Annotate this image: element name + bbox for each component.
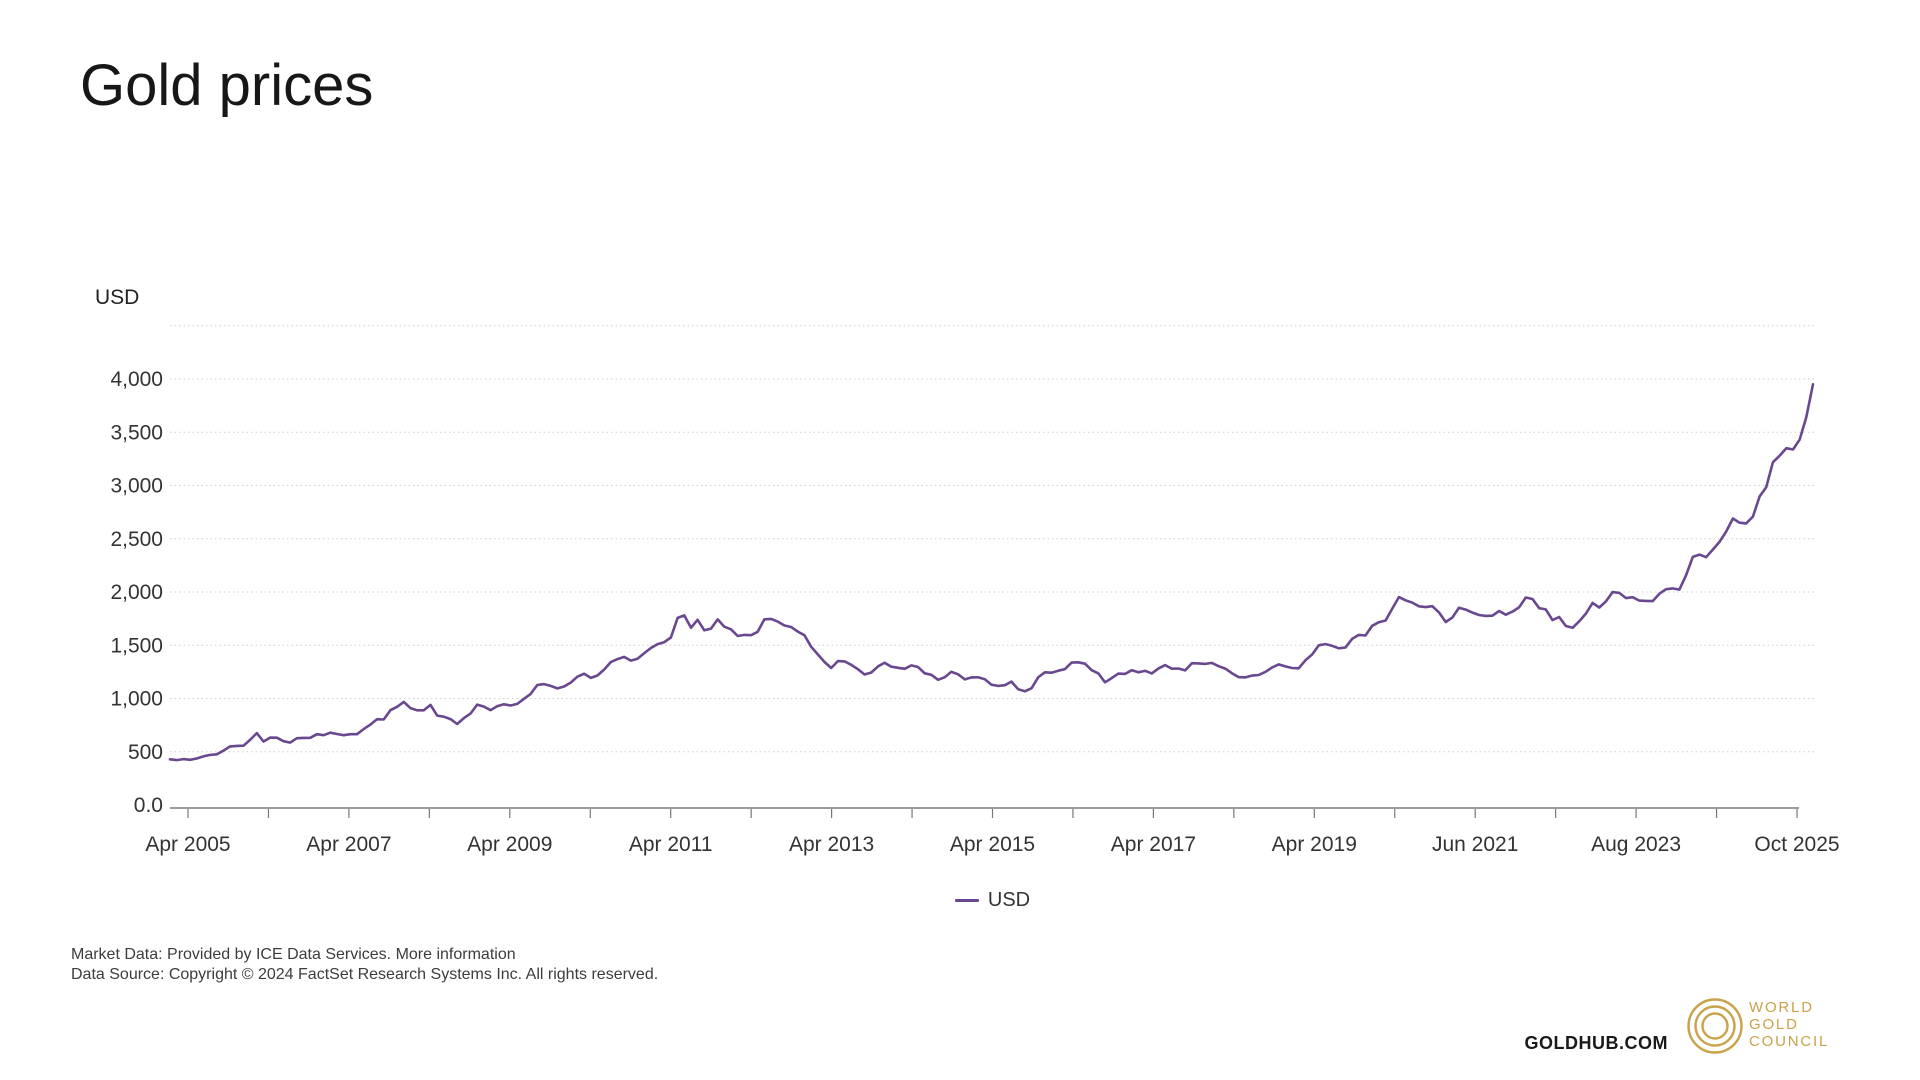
y-tick-label: 500	[128, 741, 163, 764]
usd-price-line	[168, 382, 1815, 762]
wgc-word-council: COUNCIL	[1749, 1033, 1830, 1050]
x-tick-label: Apr 2013	[789, 833, 874, 856]
x-tick-label: Apr 2015	[950, 833, 1035, 856]
chart-legend: USD	[170, 886, 1815, 914]
x-tick-label: Apr 2005	[145, 833, 230, 856]
market-data-text: Market Data: Provided by ICE Data Servic…	[71, 946, 396, 963]
x-tick-label: Aug 2023	[1591, 833, 1681, 856]
x-tick-label: Apr 2019	[1272, 833, 1357, 856]
legend-line-swatch	[954, 898, 979, 902]
goldhub-site-label: GOLDHUB.COM	[1524, 1033, 1668, 1053]
market-data-note: Market Data: Provided by ICE Data Servic…	[71, 945, 658, 965]
chart-footer: Market Data: Provided by ICE Data Servic…	[71, 945, 658, 985]
y-tick-label: 1,500	[110, 634, 163, 657]
x-tick-label: Apr 2011	[629, 833, 713, 856]
x-tick-label: Apr 2017	[1111, 833, 1196, 856]
x-tick-label: Oct 2025	[1754, 833, 1839, 856]
y-tick-label: 3,000	[110, 475, 163, 498]
wgc-word-world: WORLD	[1749, 999, 1814, 1016]
x-tick-label: Apr 2009	[467, 833, 552, 856]
x-tick-label: Jun 2021	[1432, 833, 1518, 856]
wgc-word-gold: GOLD	[1749, 1016, 1799, 1033]
legend-label: USD	[987, 888, 1031, 911]
world-gold-council-logo-icon	[1687, 998, 1743, 1054]
y-tick-label: 4,000	[110, 368, 163, 391]
more-information-link[interactable]: More information	[395, 946, 516, 963]
y-axis-unit-label: USD	[95, 286, 140, 309]
y-tick-label: 2,500	[110, 528, 163, 551]
data-source-note: Data Source: Copyright © 2024 FactSet Re…	[71, 966, 659, 983]
page-title: Gold prices	[80, 53, 374, 118]
y-tick-label: 2,000	[110, 581, 163, 604]
world-gold-council-wordmark: WORLD GOLD COUNCIL	[1749, 999, 1829, 1050]
y-tick-label: 3,500	[110, 421, 163, 444]
y-tick-label: 1,000	[110, 688, 163, 711]
y-tick-label: 0.0	[134, 794, 163, 817]
x-tick-label: Apr 2007	[306, 833, 391, 856]
